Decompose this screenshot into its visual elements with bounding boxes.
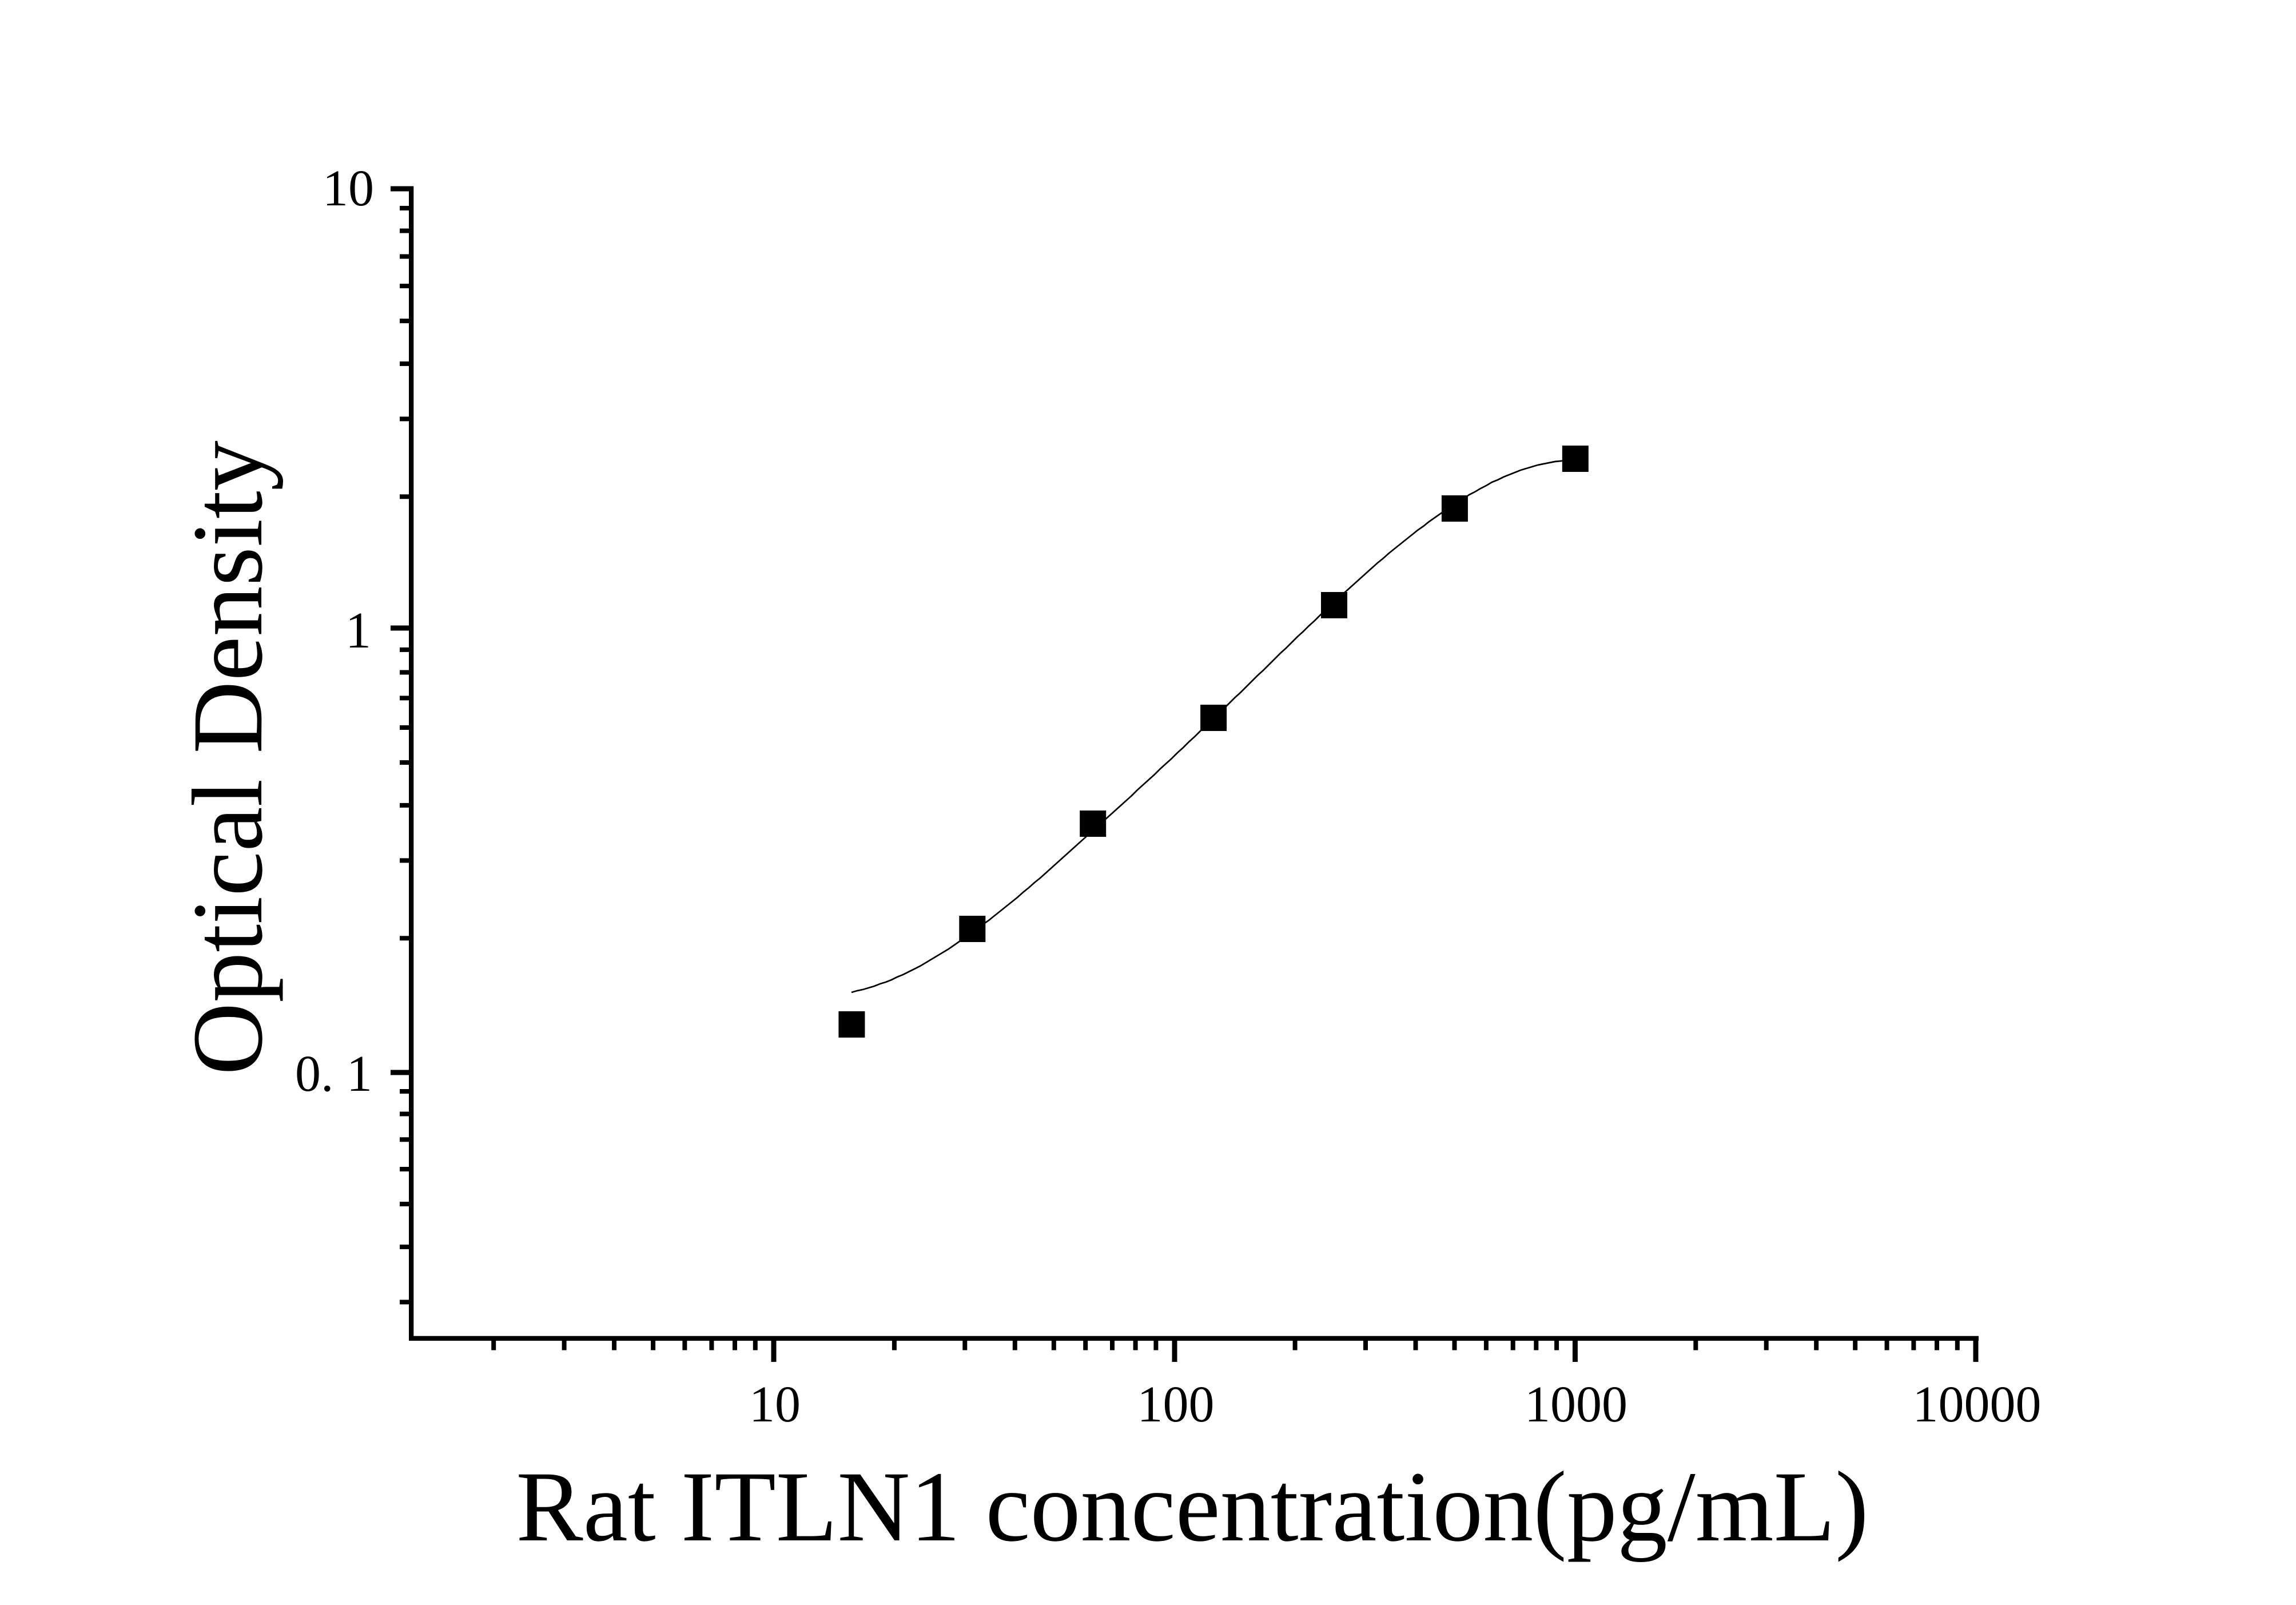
svg-text:0. 1: 0. 1	[295, 1046, 372, 1102]
svg-text:100: 100	[1137, 1376, 1215, 1433]
svg-text:Optical Density: Optical Density	[172, 440, 284, 1075]
svg-text:1: 1	[345, 602, 371, 659]
svg-text:10: 10	[749, 1376, 801, 1433]
svg-text:10: 10	[323, 160, 374, 217]
svg-text:Rat ITLN1 concentration(pg/mL): Rat ITLN1 concentration(pg/mL)	[516, 1451, 1868, 1563]
svg-text:1000: 1000	[1525, 1376, 1628, 1433]
svg-text:10000: 10000	[1913, 1376, 2042, 1433]
